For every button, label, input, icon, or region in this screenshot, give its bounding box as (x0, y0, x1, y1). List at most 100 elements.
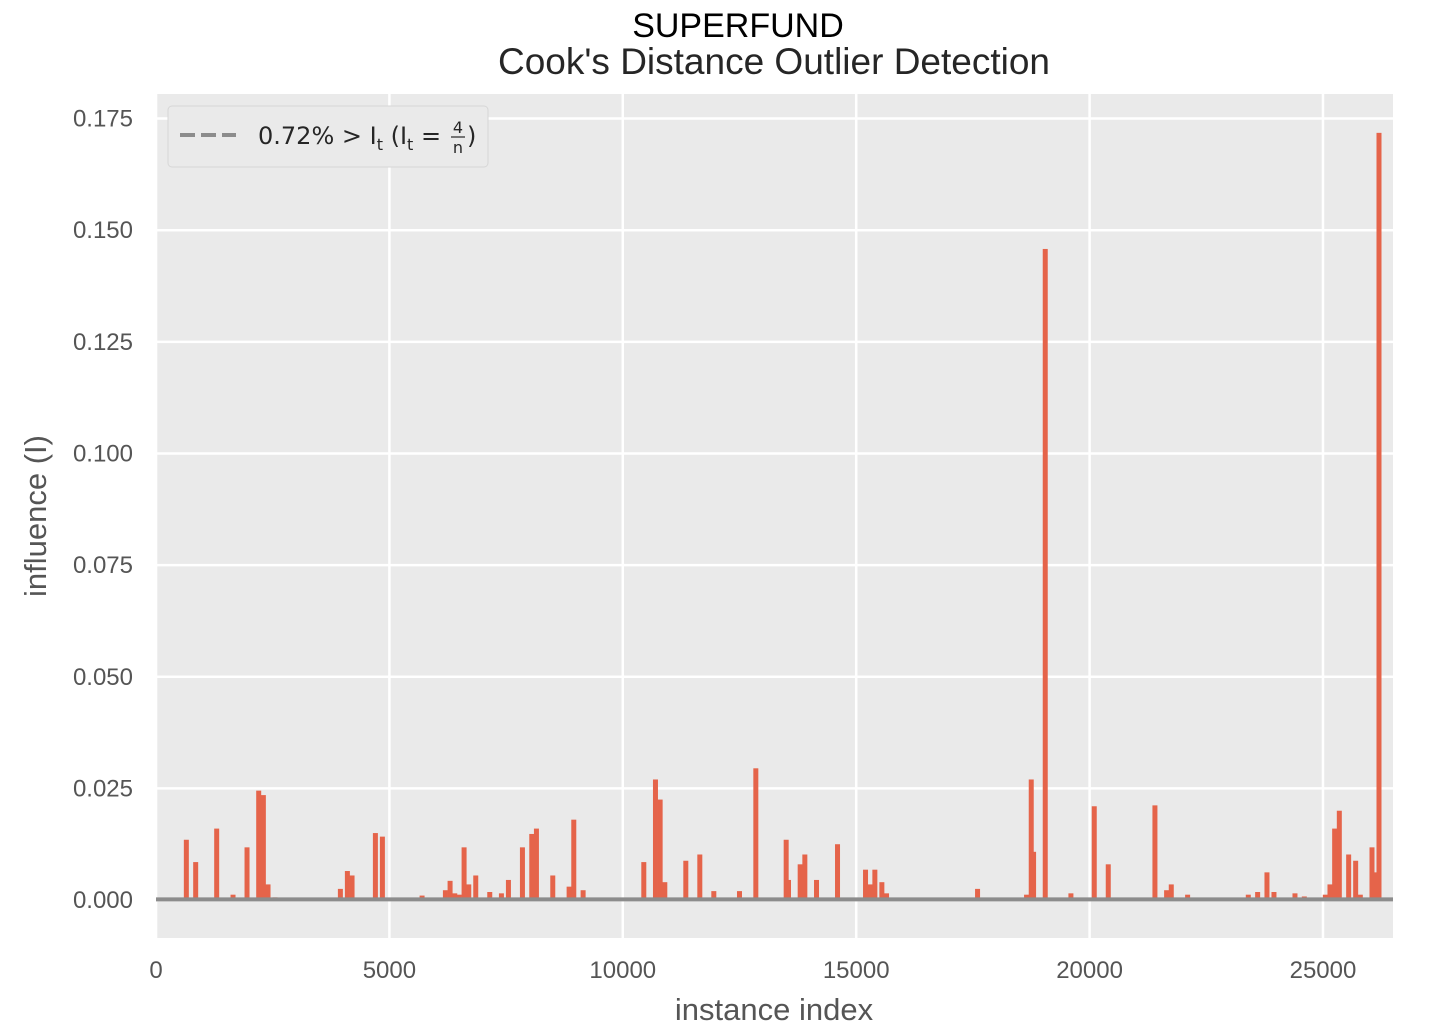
bar (1353, 860, 1359, 901)
bar (519, 847, 525, 901)
bar (802, 854, 808, 901)
bar (783, 839, 789, 901)
bar (975, 888, 981, 901)
bar (505, 879, 511, 901)
bar (1168, 884, 1174, 901)
bar (447, 880, 453, 901)
bar (550, 875, 556, 901)
bar (697, 854, 703, 901)
bar (344, 871, 350, 901)
bar (1332, 828, 1338, 901)
bar (1091, 806, 1097, 901)
y-tick-label: 0.125 (73, 329, 133, 356)
y-tick-label: 0.175 (73, 106, 133, 133)
bar (1369, 847, 1375, 901)
bar (863, 869, 869, 901)
chart-suptitle: SUPERFUND (632, 7, 844, 45)
bar (1271, 892, 1277, 901)
legend-frac-den: n (453, 138, 463, 157)
bar (736, 891, 742, 901)
bar (529, 833, 535, 901)
legend-equals: = (413, 122, 441, 150)
bar (1336, 810, 1342, 901)
bar (498, 893, 504, 901)
bar (456, 894, 462, 901)
bar (473, 875, 479, 901)
bar (566, 886, 572, 901)
bar (337, 888, 343, 901)
bar (533, 828, 539, 901)
bar (1255, 892, 1261, 901)
bar (1185, 894, 1191, 901)
bar (683, 860, 689, 901)
bar (260, 795, 266, 901)
legend-box (167, 105, 489, 168)
bar (372, 833, 378, 901)
y-tick-label: 0.050 (73, 664, 133, 691)
legend-sub-2: t (407, 135, 413, 154)
bar (1028, 779, 1034, 901)
bar (487, 892, 493, 901)
bar (711, 891, 717, 901)
y-tick-label: 0.150 (73, 217, 133, 244)
bar (652, 779, 658, 901)
bar (1376, 132, 1382, 901)
bar (461, 847, 467, 901)
bar (265, 884, 271, 901)
bar (1105, 864, 1111, 901)
bar (1245, 894, 1251, 901)
bar (1322, 894, 1328, 901)
bar (753, 768, 759, 901)
bars (165, 132, 1382, 901)
bar (641, 862, 647, 901)
legend-sub: t (377, 135, 383, 154)
plot-area (156, 94, 1393, 938)
y-tick-label: 0.000 (73, 887, 133, 914)
bar (884, 893, 890, 901)
bar (1068, 893, 1074, 901)
bar (571, 819, 577, 901)
bar (379, 836, 385, 901)
bar (867, 884, 873, 901)
bar (452, 893, 458, 901)
bar (1264, 872, 1270, 901)
bar (1346, 854, 1352, 901)
bar (835, 844, 841, 901)
x-tick-label: 10000 (589, 957, 656, 984)
bar (662, 882, 668, 901)
legend-label: 0.72% > It (It = (258, 122, 441, 154)
x-tick-labels: 0 5000 10000 15000 20000 25000 (149, 957, 1356, 984)
y-tick-label: 0.025 (73, 775, 133, 802)
bar (786, 879, 792, 901)
bar (580, 890, 586, 901)
bar (1357, 894, 1363, 901)
bar (193, 862, 199, 901)
bar (797, 864, 803, 901)
bar (466, 884, 472, 901)
bar (244, 847, 250, 901)
bar (879, 882, 885, 901)
bar (183, 839, 189, 901)
bar (814, 879, 820, 901)
bar (1292, 893, 1298, 901)
bar (657, 799, 663, 901)
legend-paren-open: (I (383, 122, 407, 150)
bar (256, 790, 262, 901)
x-tick-label: 25000 (1290, 957, 1357, 984)
legend: 0.72% > It (It = 4 n ) (167, 105, 489, 168)
x-tick-label: 0 (149, 957, 162, 984)
y-tick-label: 0.100 (73, 440, 133, 467)
legend-text: 0.72% > I (258, 122, 377, 150)
y-tick-labels: 0.000 0.025 0.050 0.075 0.100 0.125 0.150 0.175 (73, 106, 133, 914)
bar (1327, 884, 1333, 901)
bar (230, 894, 236, 901)
legend-paren-close: ) (467, 122, 476, 150)
y-axis-label: influence (I) (18, 435, 53, 597)
y-tick-label: 0.075 (73, 552, 133, 579)
bar (1031, 851, 1037, 901)
bar (1164, 890, 1170, 901)
x-tick-label: 15000 (823, 957, 890, 984)
x-axis-label: instance index (675, 992, 874, 1027)
bar (1152, 805, 1158, 901)
